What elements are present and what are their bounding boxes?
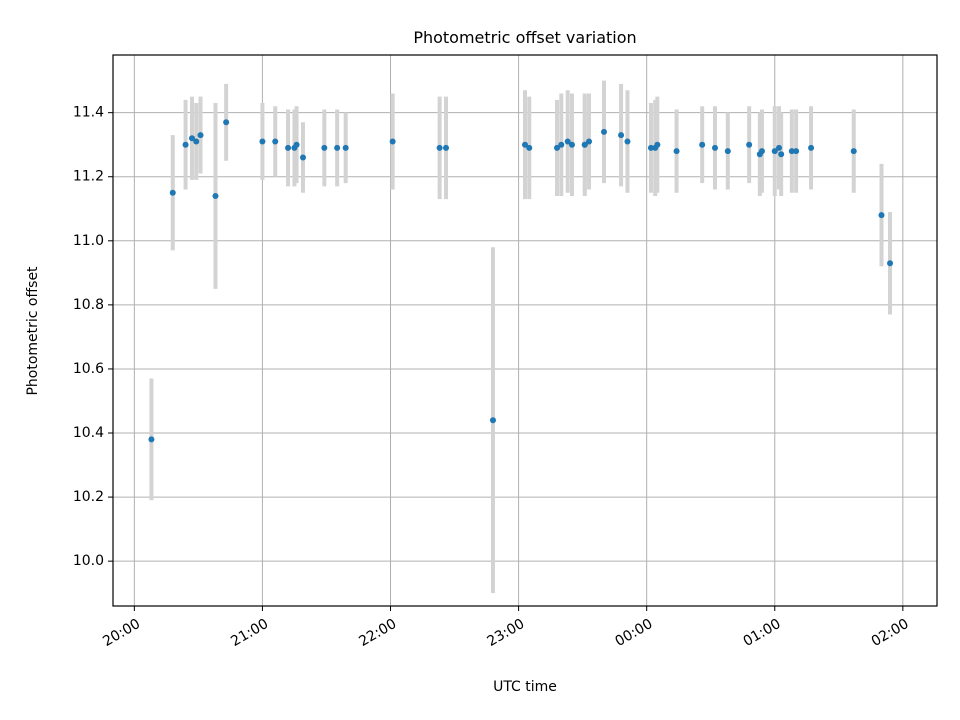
chart-title: Photometric offset variation [413,28,636,47]
data-point [647,144,654,151]
data-point [808,144,815,151]
data-point [334,144,341,151]
data-point [526,144,533,151]
data-point [272,138,279,145]
data-point [299,154,306,161]
data-point [878,212,885,219]
data-point [564,138,571,145]
data-point [600,128,607,135]
data-point [193,138,200,145]
data-point [850,148,857,155]
data-point [699,141,706,148]
data-point [554,144,561,151]
y-axis-label: Photometric offset [25,266,41,396]
y-tick-label: 11.4 [73,105,104,121]
data-point [711,144,718,151]
data-point [887,260,894,267]
data-point [568,141,575,148]
data-point [673,148,680,155]
data-point [624,138,631,145]
y-axis-ticks: 10.0 10.2 10.4 10.6 10.8 11.0 11.2 11.4 [73,105,113,569]
data-point [148,436,155,443]
y-tick-label: 10.0 [73,553,104,569]
data-point [793,148,800,155]
y-tick-label: 10.6 [73,361,104,377]
data-point [182,141,189,148]
plot-frame [112,54,938,607]
y-tick-label: 10.2 [73,489,104,505]
data-point [771,148,778,155]
data-point [259,138,266,145]
data-point [443,144,450,151]
data-point [746,141,753,148]
data-point [522,141,528,148]
data-point [776,144,783,151]
y-tick-label: 11.2 [73,169,104,185]
data-point [197,132,204,139]
data-point [788,148,795,155]
data-point [654,141,661,148]
data-points [148,119,894,443]
data-point [342,144,349,151]
data-point [321,144,328,151]
data-point [169,189,176,196]
data-point [212,192,219,199]
data-point [558,141,565,148]
data-point [188,135,195,142]
data-point [758,148,765,155]
data-point [581,141,588,148]
y-tick-label: 11.0 [73,233,104,249]
y-tick-label: 10.4 [73,425,104,441]
data-point [618,132,625,139]
data-point [436,144,443,151]
data-point [489,417,496,424]
data-point [586,138,593,145]
y-tick-label: 10.8 [73,297,104,313]
x-axis-label: UTC time [493,679,557,695]
data-point [285,144,292,151]
data-point [778,151,785,158]
data-point [293,141,300,148]
data-point [223,119,230,126]
data-point [389,138,396,145]
data-point [724,148,731,155]
